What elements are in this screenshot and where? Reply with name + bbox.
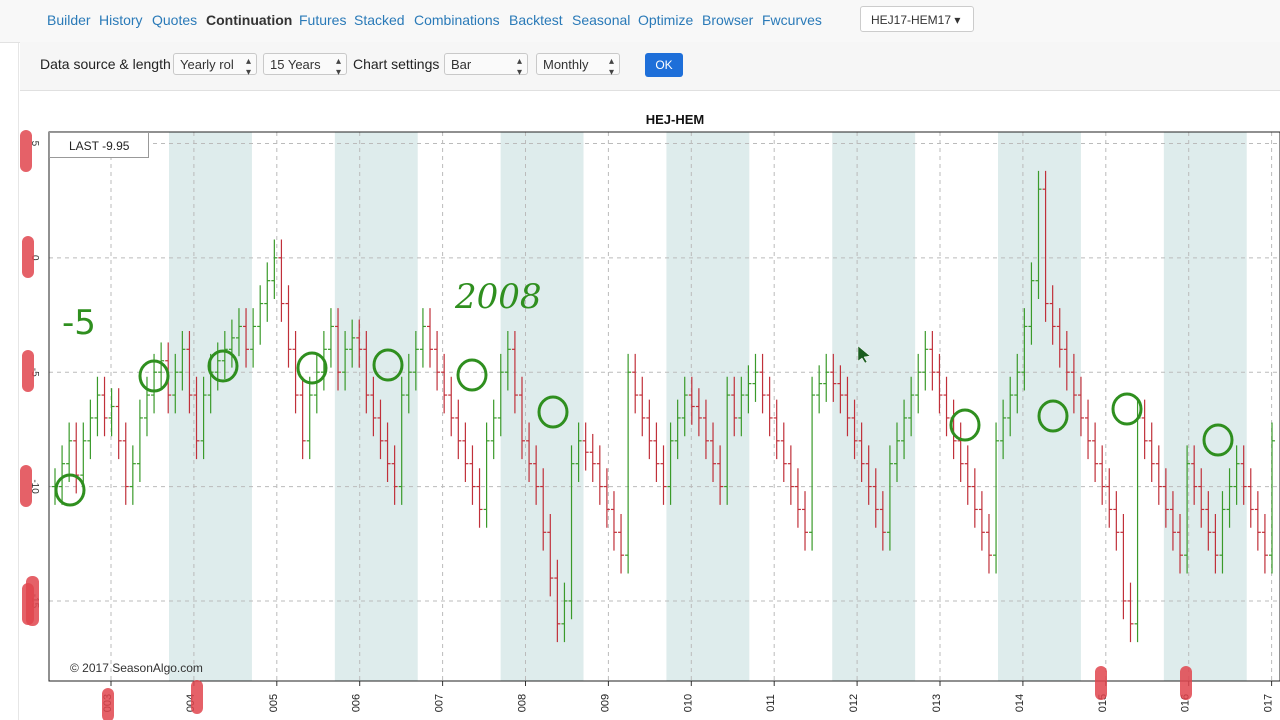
annotation-mark (26, 576, 39, 626)
nav-backtest[interactable]: Backtest (509, 12, 563, 28)
nav-seasonal[interactable]: Seasonal (572, 12, 631, 28)
annotation-mark (20, 465, 32, 507)
annotation-circle (949, 408, 981, 442)
nav-fwcurves[interactable]: Fwcurves (762, 12, 822, 28)
chart-title: HEJ-HEM (645, 112, 705, 127)
contract-dropdown[interactable]: HEJ17-HEM17 ▾ (860, 6, 974, 32)
annotation-mark (20, 130, 32, 172)
data-source-label: Data source & length (40, 56, 171, 72)
year-shade-band (832, 132, 916, 681)
year-shade-band (666, 132, 750, 681)
copyright-text: © 2017 SeasonAlgo.com (70, 661, 203, 675)
price-chart[interactable]: 50-5-10-15003004005006007008009010011012… (0, 128, 1280, 720)
data-source-value: Yearly rol (180, 57, 234, 72)
annotation-text: -5 (62, 303, 96, 343)
length-value: 15 Years (270, 57, 321, 72)
nav-futures[interactable]: Futures (299, 12, 347, 28)
x-tick-label: 010 (682, 694, 694, 712)
y-tick-label: 5 (29, 141, 40, 147)
annotation-circle (296, 351, 328, 385)
select-arrows-icon: ▴ ▾ (608, 56, 614, 78)
nav-optimize[interactable]: Optimize (638, 12, 694, 28)
x-tick-label: 012 (848, 694, 860, 712)
year-shade-band (334, 132, 418, 681)
nav-builder[interactable]: Builder (47, 12, 91, 28)
nav-stacked[interactable]: Stacked (354, 12, 405, 28)
period-select[interactable]: Monthly ▴ ▾ (536, 53, 620, 78)
annotation-circle (138, 359, 170, 393)
select-arrows-icon: ▴ ▾ (245, 56, 251, 78)
data-source-select[interactable]: Yearly rol ▴ ▾ (173, 53, 257, 78)
annotation-circle (1111, 392, 1143, 426)
chart-type-select[interactable]: Bar ▴ ▾ (444, 53, 528, 78)
ok-button[interactable]: OK (645, 53, 683, 77)
chart-settings-label: Chart settings (353, 56, 440, 72)
period-value: Monthly (543, 57, 589, 72)
nav-history[interactable]: History (99, 12, 143, 28)
x-tick-label: 007 (434, 694, 446, 712)
y-tick-label: 0 (29, 255, 40, 261)
nav-browser[interactable]: Browser (702, 12, 754, 28)
last-value-label: LAST -9.95 (49, 132, 149, 158)
year-shade-band (1163, 132, 1247, 681)
annotation-mark (22, 350, 34, 392)
plot-frame (48, 131, 1280, 682)
x-tick-label: 006 (351, 694, 363, 712)
x-tick-label: 005 (268, 694, 280, 712)
annotation-circle (1037, 399, 1069, 433)
annotation-circle (1202, 423, 1234, 457)
annotation-circle (372, 348, 404, 382)
annotation-circle (54, 473, 86, 507)
left-border (18, 0, 19, 720)
annotation-mark (102, 688, 114, 720)
y-tick-label: -10 (29, 479, 40, 494)
annotation-text: 2008 (454, 277, 542, 317)
select-arrows-icon: ▴ ▾ (516, 56, 522, 78)
annotation-mark (1180, 666, 1192, 700)
x-tick-label: 017 (1263, 694, 1275, 712)
x-tick-label: 014 (1014, 694, 1026, 712)
x-tick-label: 013 (931, 694, 943, 712)
cursor-icon (857, 345, 871, 364)
nav-combinations[interactable]: Combinations (414, 12, 500, 28)
settings-bar: Data source & length Yearly rol ▴ ▾ 15 Ye… (20, 42, 1280, 91)
x-tick-label: 011 (765, 694, 777, 712)
top-navbar: Builder History Quotes Continuation Futu… (0, 0, 1280, 43)
year-shade-band (998, 132, 1081, 681)
x-tick-label: 008 (517, 694, 529, 712)
nav-quotes[interactable]: Quotes (152, 12, 198, 28)
annotation-mark (1095, 666, 1107, 700)
annotation-mark (22, 236, 34, 278)
nav-continuation[interactable]: Continuation (206, 12, 293, 28)
chart-type-value: Bar (451, 57, 472, 72)
y-tick-label: -5 (29, 368, 40, 377)
annotation-circle (456, 358, 488, 392)
annotation-circle (537, 395, 569, 429)
x-tick-label: 009 (599, 694, 611, 712)
annotation-mark (191, 680, 203, 714)
length-select[interactable]: 15 Years ▴ ▾ (263, 53, 347, 78)
annotation-circle (207, 349, 239, 383)
select-arrows-icon: ▴ ▾ (335, 56, 341, 78)
